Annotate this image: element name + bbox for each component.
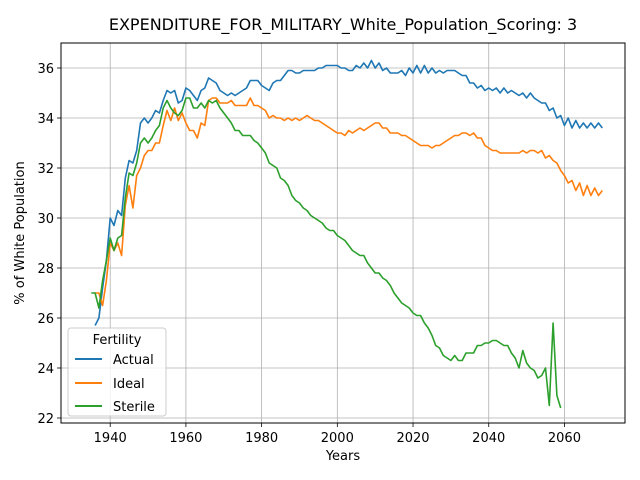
legend-title: Fertility [93,333,142,348]
y-tick-label: 26 [37,312,54,327]
legend-label-ideal: Ideal [113,377,145,392]
legend-box [67,327,167,417]
y-tick-label: 24 [37,362,54,377]
x-tick-label: 1940 [94,431,127,446]
y-tick-label: 36 [37,62,54,77]
x-tick-label: 2040 [472,431,505,446]
y-axis-label: % of White Population [13,161,28,304]
chart-title: EXPENDITURE_FOR_MILITARY_White_Populatio… [109,15,577,35]
y-tick-label: 22 [37,412,54,427]
series-line-ideal [95,97,603,307]
plot-frame [60,42,626,424]
legend: Fertility Actual Ideal Sterile [67,327,167,417]
y-tick-label: 32 [37,162,54,177]
series-lines [91,59,603,409]
x-tick-label: 1980 [245,431,278,446]
series-line-actual [94,59,603,326]
legend-label-sterile: Sterile [113,400,155,415]
x-axis-label: Years [325,449,361,464]
y-tick-label: 34 [37,112,54,127]
x-tick-label: 2000 [321,431,354,446]
y-tick-label: 30 [37,212,54,227]
x-tick-label: 2020 [396,431,429,446]
series-line-sterile [91,97,562,409]
y-tick-label: 28 [37,262,54,277]
legend-label-actual: Actual [113,353,154,368]
x-tick-label: 1960 [169,431,202,446]
axis-ticks: 1940 1960 1980 2000 2020 2040 2060 22 24 26 28 30 32… [37,62,581,446]
x-tick-label: 2060 [548,431,581,446]
